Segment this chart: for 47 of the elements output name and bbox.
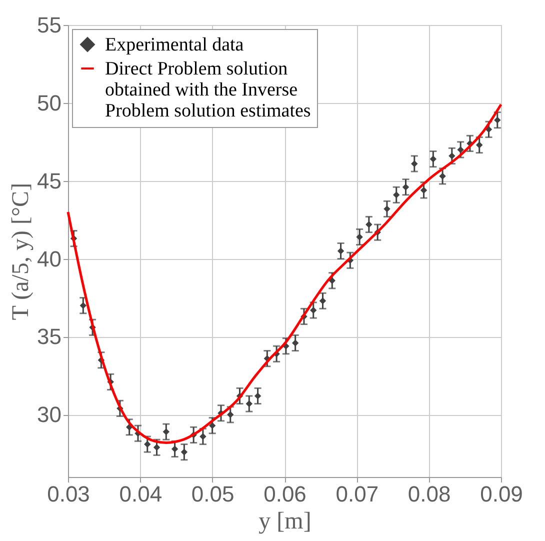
legend-label: Experimental data [105,34,244,56]
point [356,234,363,240]
y-tick-label: 40 [37,246,62,272]
point [366,221,372,228]
point [402,184,410,190]
point [162,428,170,436]
y-tick-label: 50 [37,90,62,116]
y-tick-label: 30 [37,402,62,428]
point [208,422,216,429]
point [384,206,390,212]
point [439,172,446,180]
point [153,444,160,451]
x-tick-label: 0.05 [191,482,234,506]
point [476,142,483,148]
point [420,186,428,194]
point [430,156,437,162]
x-tick-label: 0.07 [336,482,379,506]
y-tick-label: 35 [37,324,62,350]
point [254,392,262,400]
point [227,411,234,418]
line-series [66,103,502,444]
x-tick-label: 0.04 [119,482,162,506]
x-tick-label: 0.03 [47,482,90,506]
point [393,192,400,198]
y-axis-title: T (a/5, y) [°C] [8,182,34,320]
point [337,248,344,254]
point [319,298,326,304]
x-tick-label: 0.06 [264,482,306,506]
x-axis-title: y [m] [258,508,312,534]
legend-label: Direct Problem solution obtained with the Inverse Problem solution estimates [105,58,311,122]
point [310,306,317,314]
y-tick-label: 45 [37,168,62,194]
point [494,116,501,124]
x-tick-label: 0.08 [408,482,451,506]
y-tick-label: 55 [37,12,62,38]
point [246,400,252,408]
point [411,160,418,168]
x-tick-label: 0.09 [480,482,523,506]
point [485,126,492,133]
point [171,446,178,452]
point [200,433,206,440]
point [292,340,299,346]
point [457,146,464,154]
point [448,152,456,160]
point [144,440,151,448]
point [80,302,87,309]
point [180,448,188,456]
